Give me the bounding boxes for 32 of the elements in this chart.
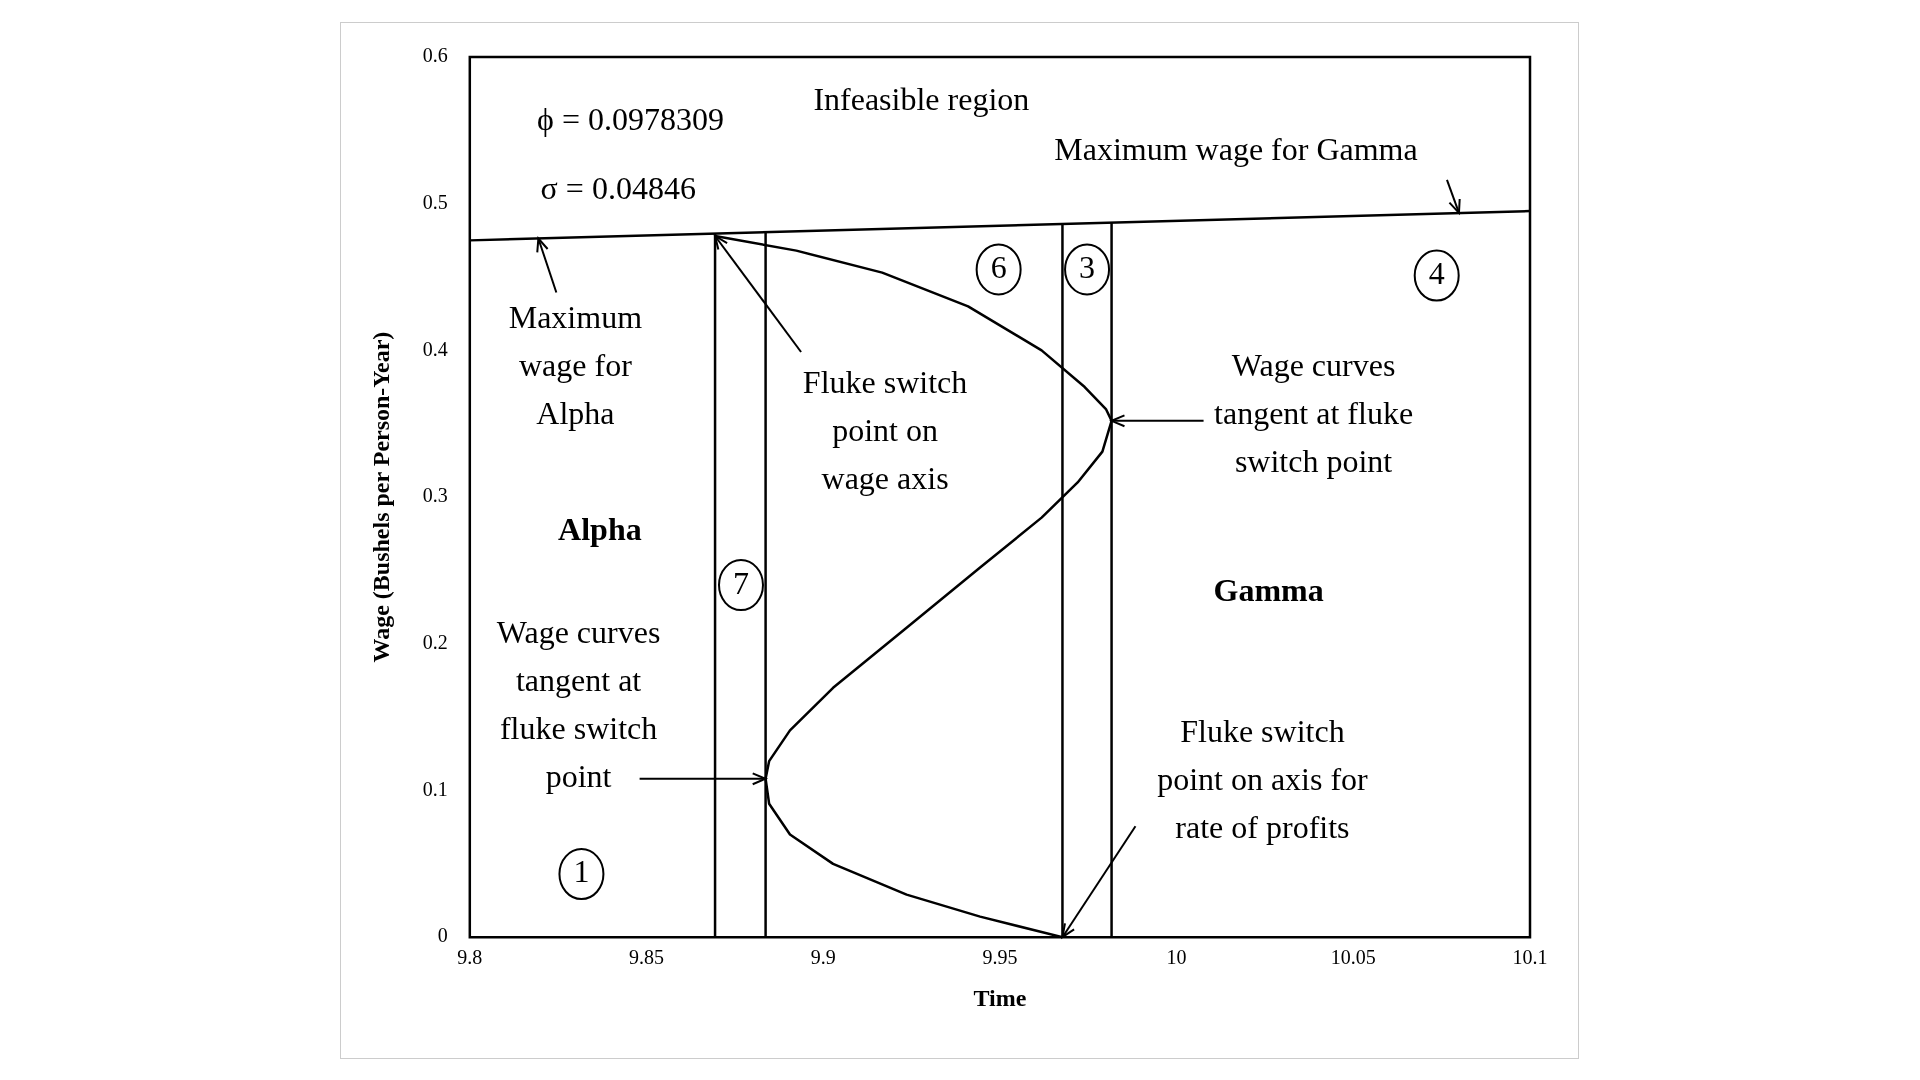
annotation: Wage curves tangent at fluke switch point [1214,347,1414,480]
y-axis-title: Wage (Bushels per Person-Year) [367,331,394,663]
annotation: Fluke switch point on wage axis [802,364,968,497]
annotation: Maximum wage for Alpha [508,298,643,431]
y-tick-label: 0.3 [422,484,448,507]
annotation: Wage curves tangent at fluke switch point [496,614,661,795]
x-axis-title: Time [973,984,1027,1011]
annotation: Gamma [1213,571,1324,608]
annotation: 7 [733,564,749,601]
x-tick-label: 10.1 [1512,946,1548,969]
y-tick-label: 0 [437,924,448,947]
y-tick-label: 0.2 [422,631,448,654]
y-tick-label: 0.6 [422,44,448,67]
annotation: 3 [1079,248,1096,285]
annotation: Fluke switch point on axis for rate of profits [1157,712,1369,845]
y-tick-label: 0.4 [422,337,448,360]
x-tick-label: 9.8 [457,946,483,969]
annotation: 6 [990,248,1007,285]
x-tick-label: 9.85 [629,946,664,969]
x-tick-label: 10 [1166,946,1187,969]
annotation: ϕ = 0.0978309 [537,100,724,137]
y-tick-label: 0.5 [422,190,448,213]
annotation: Maximum wage for Gamma [1054,131,1418,168]
annotation: 4 [1428,254,1445,291]
annotation: Alpha [558,510,642,547]
x-tick-label: 10.05 [1330,946,1376,969]
annotation: 1 [573,853,590,890]
x-tick-label: 9.9 [810,946,836,969]
annotation: σ = 0.04846 [540,169,696,206]
y-tick-label: 0.1 [422,777,448,800]
annotation: Infeasible region [813,81,1030,118]
x-tick-label: 9.95 [982,946,1018,969]
